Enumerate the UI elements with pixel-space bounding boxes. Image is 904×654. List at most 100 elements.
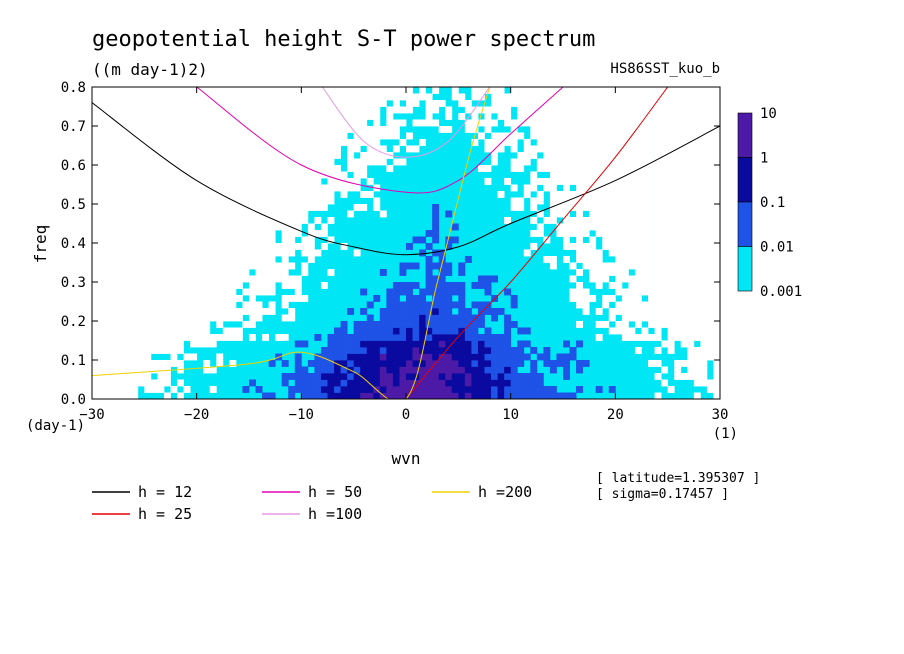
heatmap-cell bbox=[170, 204, 178, 211]
heatmap-cell bbox=[353, 145, 361, 153]
heatmap-cell bbox=[536, 132, 544, 140]
heatmap-cell bbox=[412, 236, 420, 244]
heatmap-cell bbox=[105, 106, 113, 114]
heatmap-cell bbox=[262, 236, 270, 244]
heatmap-cell bbox=[458, 347, 466, 354]
heatmap-cell bbox=[124, 126, 132, 133]
heatmap-cell bbox=[373, 145, 381, 153]
heatmap-cell bbox=[510, 100, 518, 107]
heatmap-cell bbox=[608, 217, 616, 224]
heatmap-cell bbox=[412, 308, 420, 315]
heatmap-cell bbox=[353, 132, 361, 140]
heatmap-cell bbox=[98, 379, 106, 387]
heatmap-cell bbox=[628, 327, 636, 335]
heatmap-cell bbox=[680, 184, 688, 192]
heatmap-cell bbox=[504, 106, 512, 114]
heatmap-cell bbox=[353, 373, 361, 380]
heatmap-cell bbox=[249, 295, 256, 302]
heatmap-cell bbox=[674, 314, 682, 322]
heatmap-cell bbox=[320, 106, 328, 114]
heatmap-cell bbox=[589, 243, 597, 250]
heatmap-cell bbox=[419, 366, 427, 374]
colorbar-label: 0.01 bbox=[760, 240, 794, 256]
heatmap-cell bbox=[144, 230, 152, 237]
heatmap-cell bbox=[621, 87, 629, 94]
heatmap-cell bbox=[674, 178, 682, 185]
heatmap-cell bbox=[634, 217, 642, 224]
heatmap-cell bbox=[510, 139, 518, 146]
heatmap-cell bbox=[124, 197, 132, 205]
heatmap-cell bbox=[360, 392, 368, 399]
heatmap-cell bbox=[98, 256, 106, 263]
heatmap-cell bbox=[530, 152, 538, 159]
heatmap-cell bbox=[137, 308, 145, 315]
heatmap-cell bbox=[700, 230, 708, 237]
heatmap-cell bbox=[569, 139, 577, 146]
heatmap-cell bbox=[118, 269, 126, 276]
heatmap-cell bbox=[667, 126, 675, 133]
heatmap-cell bbox=[294, 282, 302, 289]
heatmap-cell bbox=[608, 262, 616, 270]
heatmap-cell bbox=[281, 236, 289, 244]
heatmap-cell bbox=[255, 165, 263, 172]
heatmap-cell bbox=[144, 314, 152, 322]
heatmap-cell bbox=[190, 275, 198, 283]
heatmap-cell bbox=[517, 204, 525, 211]
heatmap-cell bbox=[222, 314, 230, 322]
heatmap-cell bbox=[399, 379, 407, 387]
heatmap-cell bbox=[451, 360, 459, 367]
heatmap-cell bbox=[628, 119, 636, 127]
heatmap-cell bbox=[314, 373, 322, 380]
heatmap-cell bbox=[334, 178, 341, 185]
heatmap-cell bbox=[288, 171, 296, 179]
heatmap-cell bbox=[334, 126, 341, 133]
heatmap-cell bbox=[294, 210, 302, 218]
heatmap-cell bbox=[170, 139, 178, 146]
heatmap-cell bbox=[654, 236, 662, 244]
heatmap-cell bbox=[177, 204, 184, 211]
heatmap-cell bbox=[379, 373, 387, 380]
heatmap-cell bbox=[105, 256, 113, 263]
heatmap-cell bbox=[222, 93, 230, 101]
heatmap-cell bbox=[674, 275, 682, 283]
heatmap-cell bbox=[334, 373, 341, 380]
heatmap-cell bbox=[576, 217, 584, 224]
heatmap-cell bbox=[634, 178, 642, 185]
heatmap-cell bbox=[379, 126, 387, 133]
heatmap-cell bbox=[445, 301, 453, 309]
heatmap-cell bbox=[163, 210, 171, 218]
heatmap-cell bbox=[183, 230, 191, 237]
heatmap-cell bbox=[425, 360, 433, 367]
heatmap-cell bbox=[563, 152, 570, 159]
heatmap-cell bbox=[641, 191, 649, 198]
heatmap-cell bbox=[131, 373, 139, 380]
heatmap-cell bbox=[235, 178, 243, 185]
heatmap-cell bbox=[602, 269, 610, 276]
colorbar-label: 10 bbox=[760, 106, 777, 122]
heatmap-cell bbox=[700, 184, 708, 192]
heatmap-cell bbox=[177, 171, 184, 179]
heatmap-cell bbox=[360, 321, 368, 328]
heatmap-cell bbox=[124, 301, 132, 309]
heatmap-cell bbox=[621, 210, 629, 218]
heatmap-cell bbox=[386, 340, 394, 348]
heatmap-cell bbox=[170, 184, 178, 192]
heatmap-cell bbox=[98, 217, 106, 224]
heatmap-cell bbox=[242, 288, 250, 296]
heatmap-cell bbox=[549, 360, 557, 367]
heatmap-cell bbox=[118, 334, 126, 341]
heatmap-cell bbox=[530, 366, 538, 374]
heatmap-cell bbox=[667, 308, 675, 315]
heatmap-cell bbox=[582, 191, 590, 198]
heatmap-cell bbox=[713, 217, 720, 224]
heatmap-cell bbox=[615, 165, 623, 172]
heatmap-cell bbox=[347, 93, 355, 101]
heatmap-cell bbox=[379, 158, 387, 166]
heatmap-cell bbox=[262, 93, 270, 101]
heatmap-cell bbox=[118, 100, 126, 107]
heatmap-cell bbox=[700, 236, 708, 244]
heatmap-cell bbox=[170, 327, 178, 335]
heatmap-cell bbox=[621, 256, 629, 263]
heatmap-cell bbox=[288, 100, 296, 107]
heatmap-cell bbox=[419, 288, 427, 296]
